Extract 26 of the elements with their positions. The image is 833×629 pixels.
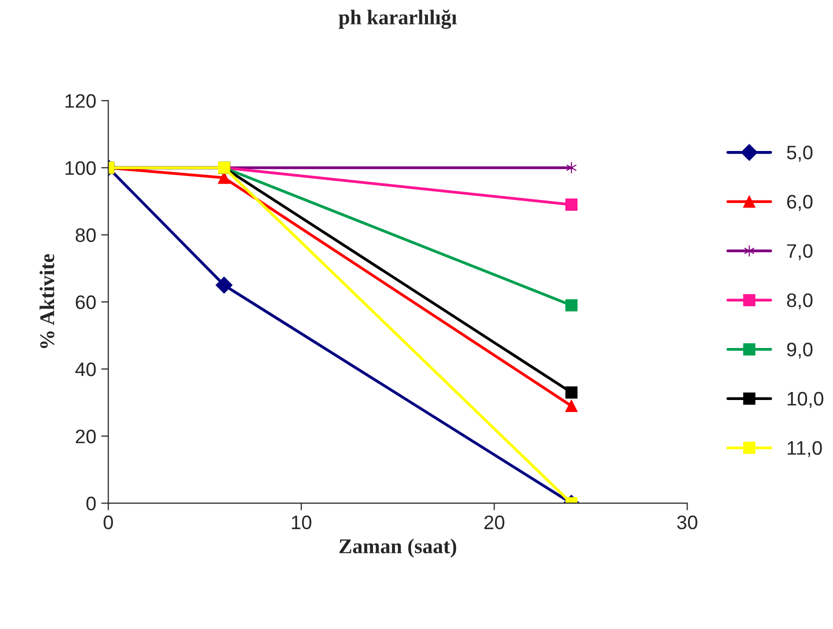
legend-label: 11,0 <box>788 441 822 458</box>
legend-label: 7,0 <box>787 244 812 260</box>
y-tick-label: 120 <box>66 94 96 108</box>
point <box>565 400 578 412</box>
point <box>565 386 578 399</box>
y-tick-label: 40 <box>75 362 96 376</box>
y-tick-label: 80 <box>76 228 96 242</box>
legend-label: 9,0 <box>787 342 812 359</box>
x-tick-label: 20 <box>484 516 504 530</box>
y-axis-title: % Aktivite <box>40 254 54 348</box>
x-tick-label: 0 <box>104 516 113 530</box>
legend-label: 10,0 <box>788 392 824 408</box>
point <box>566 162 577 174</box>
x-axis-title: Zaman (saat) <box>339 538 456 558</box>
y-tick-label: 0 <box>86 496 96 510</box>
x-tick-label: 30 <box>677 516 698 530</box>
y-tick-label: 20 <box>76 430 96 444</box>
legend-label: 5,0 <box>786 146 812 162</box>
y-tick-label: 60 <box>76 295 96 310</box>
legend-label: 8,0 <box>787 293 812 310</box>
x-tick-label: 10 <box>292 516 312 530</box>
point <box>565 198 578 211</box>
legend-label: 6,0 <box>787 194 812 211</box>
y-tick-label: 100 <box>66 161 96 175</box>
point <box>216 276 232 294</box>
chart-title: ph kararlılığı <box>338 10 457 29</box>
